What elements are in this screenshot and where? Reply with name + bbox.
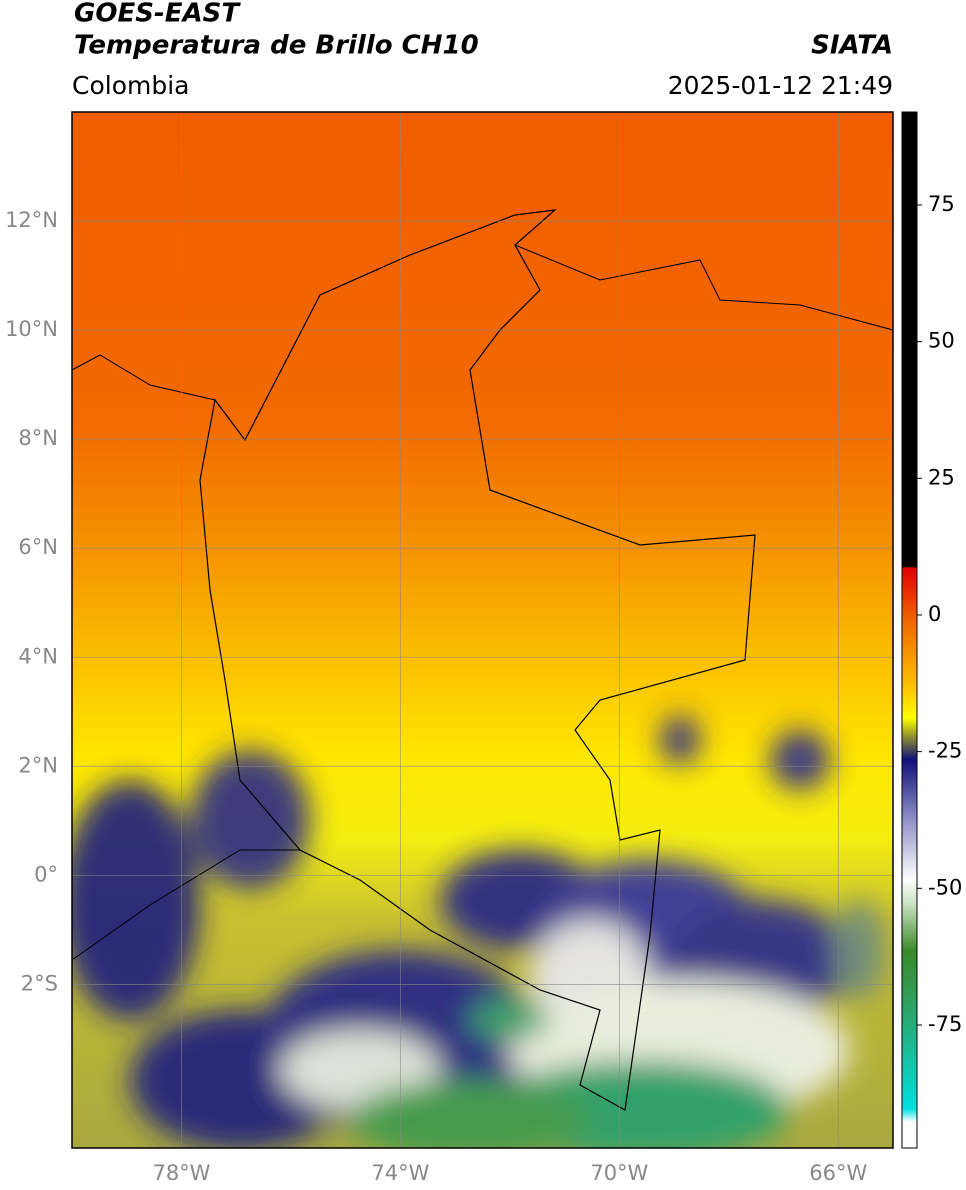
subtitle: Temperatura de Brillo CH10 — [74, 31, 479, 61]
y-tick-label: 10°N — [5, 317, 58, 341]
x-tick-label: 66°W — [809, 1161, 867, 1185]
colorbar-tick-label: 50 — [928, 329, 955, 353]
x-tick-label: 74°W — [371, 1161, 429, 1185]
y-tick-label: 2°S — [21, 971, 58, 995]
y-tick-label: 2°N — [18, 753, 58, 777]
colorbar-tick-label: -50 — [928, 875, 962, 899]
colorbar-tick-label: -75 — [928, 1012, 962, 1036]
x-tick-label: 70°W — [590, 1161, 648, 1185]
grid — [72, 112, 893, 1148]
x-tick-label: 78°W — [152, 1161, 210, 1185]
colorbar-tick-label: 0 — [928, 602, 941, 626]
y-tick-label: 6°N — [18, 535, 58, 559]
colorbar — [901, 111, 918, 1149]
colorbar-tick-label: 25 — [928, 465, 955, 489]
satellite-image — [72, 112, 893, 1148]
y-tick-label: 12°N — [5, 208, 58, 232]
y-tick-label: 0° — [34, 862, 58, 886]
colorbar-tick-label: 75 — [928, 192, 955, 216]
region: Colombia — [72, 71, 189, 100]
title: GOES-EAST — [74, 0, 241, 29]
map-frame — [71, 111, 894, 1149]
colorbar-tick-label: -25 — [928, 739, 962, 763]
y-tick-label: 8°N — [18, 426, 58, 450]
y-tick-label: 4°N — [18, 644, 58, 668]
source: SIATA — [811, 31, 893, 61]
timestamp: 2025-01-12 21:49 — [668, 71, 893, 100]
